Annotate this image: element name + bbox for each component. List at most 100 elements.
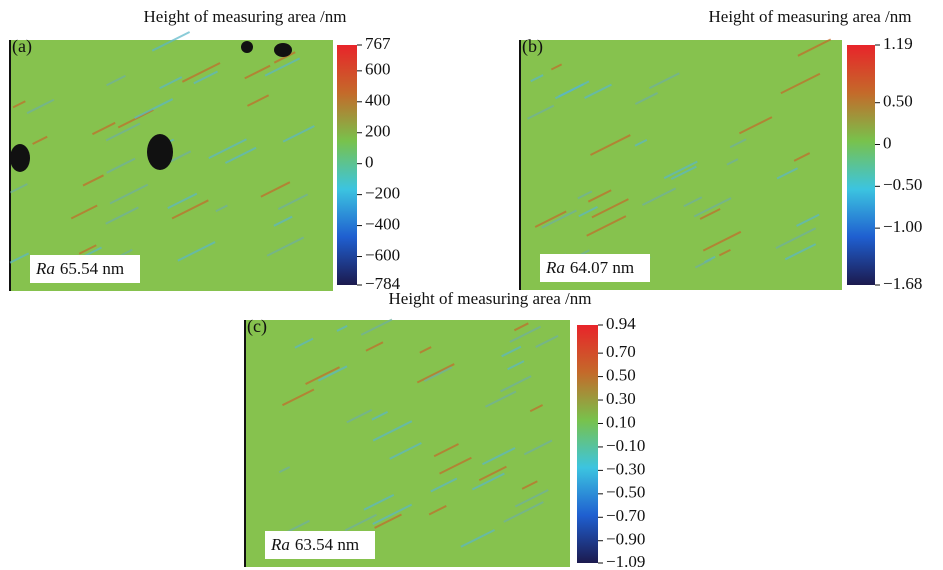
panel-label: (c) [247,316,267,337]
texture [541,209,577,229]
tick-label: 0.70 [606,342,636,361]
texture [294,337,314,349]
texture [590,134,631,156]
tick-label: −0.30 [606,459,645,478]
texture [554,83,584,100]
texture [266,236,305,257]
texture [274,43,292,57]
texture [10,183,28,194]
annotation-box [540,254,650,282]
texture [117,109,154,129]
tick-label: −400 [365,214,400,233]
texture [797,38,832,57]
annotation-value: 65.54 nm [60,259,124,278]
texture [277,193,309,210]
tick-label: −1.68 [883,274,922,293]
texture [244,64,271,80]
texture [796,213,820,227]
texture [147,134,173,170]
texture [513,322,529,332]
texture [416,363,455,384]
texture [106,74,126,87]
annotation: Ra 63.54 nm [270,535,359,554]
texture [500,375,532,393]
texture [523,439,553,456]
texture [584,83,612,99]
tick-label: −1.09 [606,552,645,570]
texture [109,183,149,205]
tick-label: 0.50 [606,365,636,384]
annotation-symbol: Ra [270,535,290,554]
texture [193,70,218,85]
texture [171,199,209,220]
texture [591,198,629,219]
tick-label: 0 [883,133,892,152]
texture [471,472,505,491]
texture [507,360,525,371]
texture [363,493,395,511]
texture [550,63,563,71]
colorbar [577,325,598,563]
tick-label: 200 [365,122,391,141]
texture [503,501,544,523]
texture [105,206,139,225]
texture [784,243,817,261]
texture [729,138,747,149]
chart-title: Height of measuring area /nm [389,289,592,308]
tick-label: −1.00 [883,217,922,236]
tick-label: 0.94 [606,314,636,333]
texture [683,196,703,208]
texture [586,215,627,237]
texture [509,325,542,343]
texture [460,529,495,548]
texture [527,104,555,120]
annotation-symbol: Ra [545,258,565,277]
annotation-symbol: Ra [35,259,55,278]
texture [371,410,389,421]
tick-label: −200 [365,184,400,203]
texture [389,442,422,460]
tick-label: 0.50 [883,92,913,111]
texture [273,215,293,227]
texture [776,167,799,180]
texture [82,174,104,187]
texture [634,138,648,147]
texture [181,62,221,83]
chart-title: Height of measuring area /nm [709,7,912,26]
texture [372,420,413,442]
texture [535,334,559,348]
tick-label: 400 [365,91,391,110]
texture [151,31,191,52]
tick-label: 1.19 [883,34,913,53]
texture [134,98,174,120]
texture [9,252,30,264]
texture [317,365,348,382]
annotation-value: 63.54 nm [295,535,359,554]
texture [336,324,348,332]
texture [663,160,698,180]
texture [439,456,472,475]
height-map [520,40,842,290]
texture [521,480,538,490]
tick-label: −0.70 [606,506,645,525]
tick-label: −0.50 [606,483,645,502]
tick-label: −0.50 [883,175,922,194]
tick-label: 0.10 [606,412,636,431]
texture [78,244,97,255]
texture [694,258,712,269]
texture [578,206,598,218]
texture [246,94,270,107]
annotation-value: 64.07 nm [570,258,634,277]
texture [693,197,732,218]
texture [372,503,413,525]
texture [738,116,773,135]
annotation-box [30,255,140,283]
texture [177,241,216,262]
texture [282,125,315,143]
texture [433,443,459,458]
texture [159,76,183,90]
texture [648,72,680,90]
texture [91,121,116,136]
texture [642,187,677,206]
